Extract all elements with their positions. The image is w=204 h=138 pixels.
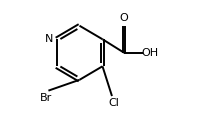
Text: N: N: [45, 34, 53, 44]
Text: O: O: [119, 13, 128, 23]
Text: OH: OH: [141, 48, 158, 58]
Text: Cl: Cl: [107, 99, 118, 108]
Text: Br: Br: [39, 93, 52, 103]
